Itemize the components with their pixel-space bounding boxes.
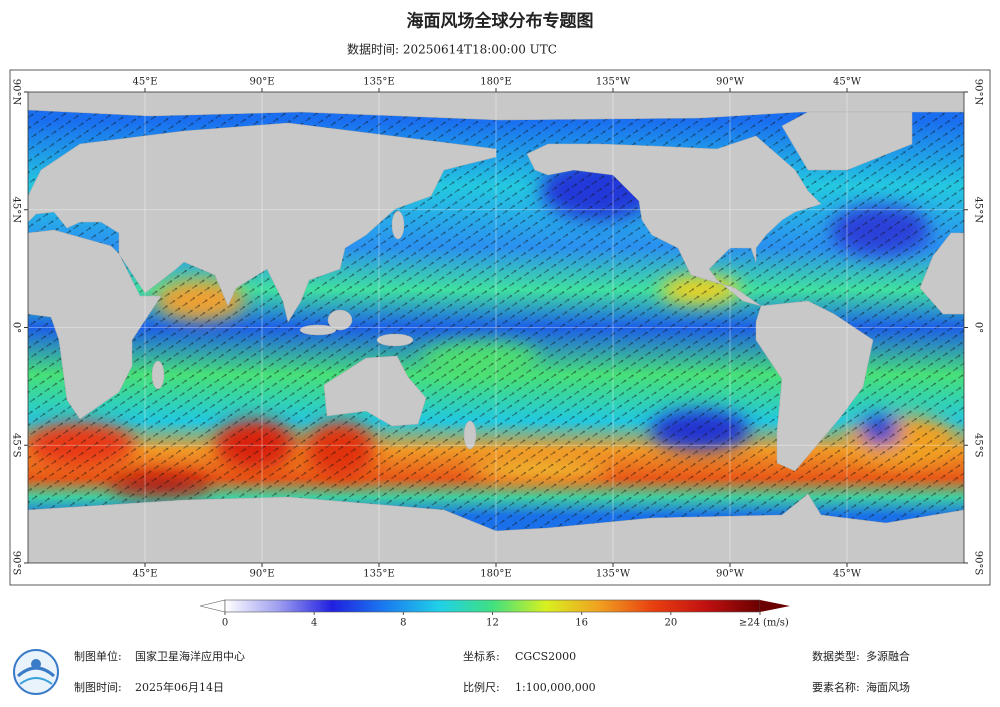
lon-label: 90°E <box>249 77 274 88</box>
lat-label: 45°S <box>973 433 984 458</box>
land <box>28 92 964 563</box>
africa <box>28 229 162 420</box>
footer-label: 数据类型: <box>812 649 860 663</box>
lon-label: 135°E <box>363 569 394 580</box>
map <box>28 92 964 563</box>
lon-label: 45°W <box>833 77 862 88</box>
colorbar: 0 4 8 12 16 20 ≥24 (m/s) <box>199 599 790 629</box>
colorbar-tick-label: 16 <box>575 618 588 629</box>
west-africa <box>919 232 964 315</box>
footer-value: 多源融合 <box>866 649 910 663</box>
madagascar <box>151 360 165 390</box>
borneo <box>327 309 353 331</box>
antarctica <box>28 493 964 563</box>
colorbar-tick-label: 20 <box>664 618 677 629</box>
colorbar-tick-label: 8 <box>400 618 406 629</box>
new-zealand <box>463 420 477 450</box>
footer-value: 国家卫星海洋应用中心 <box>135 649 245 663</box>
colorbar-tick-label: 0 <box>222 618 228 629</box>
lat-label: 0° <box>11 322 22 333</box>
australia <box>323 355 427 427</box>
footer-label: 要素名称: <box>812 680 860 694</box>
lon-label: 180°E <box>480 569 511 580</box>
title: 海面风场全球分布专题图 <box>407 11 594 32</box>
lat-label: 90°S <box>973 551 984 576</box>
colorbar-ramp <box>224 599 761 613</box>
colorbar-unit: (m/s) <box>763 618 789 629</box>
lat-label: 0° <box>973 322 984 333</box>
lon-label: 45°E <box>132 77 157 88</box>
colorbar-tick-label: 12 <box>486 618 499 629</box>
footer-value: 2025年06月14日 <box>135 680 224 694</box>
lon-label: 180°E <box>480 77 511 88</box>
footer-value: 1:100,000,000 <box>515 681 596 694</box>
footer-label: 制图时间: <box>74 681 122 694</box>
lat-label: 90°N <box>973 79 984 106</box>
lon-label: 45°W <box>833 569 862 580</box>
lat-label: 90°N <box>11 79 22 106</box>
arctic-land <box>28 92 964 121</box>
sumatra <box>299 324 337 336</box>
lon-label: 135°W <box>596 77 631 88</box>
footer: 制图单位: 国家卫星海洋应用中心 制图时间: 2025年06月14日 坐标系: … <box>74 649 910 694</box>
lon-label: 90°E <box>249 569 274 580</box>
map-ticks: 45°E 45°E 90°E 90°E 135°E 135°E 180°E 180°E 135°… <box>11 77 984 580</box>
colorbar-high-arrow <box>760 600 790 612</box>
colorbar-tick-label: 4 <box>311 618 317 629</box>
colorbar-low-arrow <box>199 599 226 613</box>
footer-value: 海面风场 <box>866 680 910 694</box>
logo <box>13 649 59 695</box>
lon-label: 135°E <box>363 77 394 88</box>
lon-label: 45°E <box>132 569 157 580</box>
lon-label: 90°W <box>716 77 745 88</box>
new-guinea <box>376 333 414 347</box>
footer-label: 坐标系: <box>463 649 500 663</box>
lat-label: 45°N <box>11 197 22 224</box>
outer-frame <box>9 69 991 586</box>
colorbar-max-label: ≥24 <box>739 618 760 629</box>
footer-label: 比例尺: <box>463 680 500 694</box>
graticule <box>28 92 964 563</box>
greenland <box>781 111 913 171</box>
japan <box>391 210 405 240</box>
footer-label: 制图单位: <box>74 649 122 663</box>
lon-label: 135°W <box>596 569 631 580</box>
south-america <box>755 300 874 472</box>
lon-label: 90°W <box>716 569 745 580</box>
eurasia <box>28 122 497 323</box>
lat-label: 45°S <box>11 433 22 458</box>
subtitle: 数据时间: 20250614T18:00:00 UTC <box>347 42 557 57</box>
lat-label: 45°N <box>973 197 984 224</box>
north-america <box>526 135 822 307</box>
lat-label: 90°S <box>11 551 22 576</box>
footer-value: CGCS2000 <box>515 650 576 663</box>
